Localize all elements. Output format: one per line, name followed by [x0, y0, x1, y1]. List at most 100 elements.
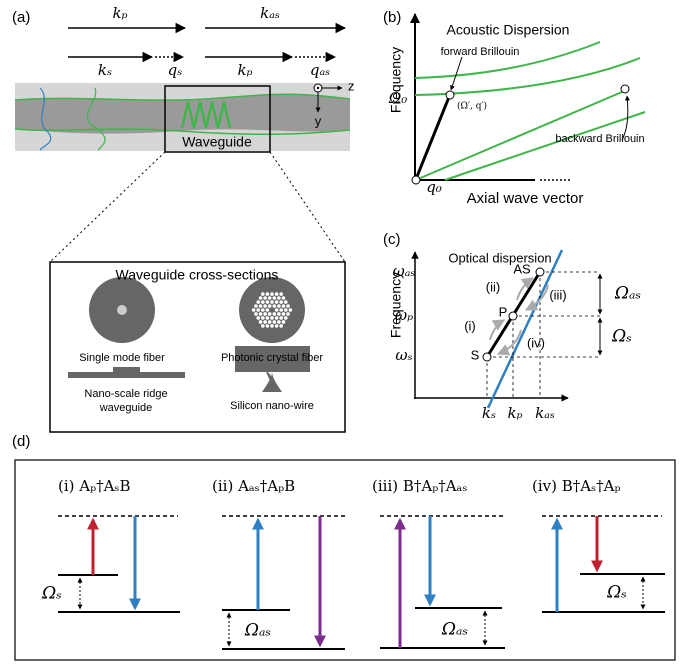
panel-c: (c) Frequency Optical dispersion ωₐₛ ωₚ …: [383, 231, 641, 422]
axes: [414, 252, 568, 399]
air-hole: [275, 324, 279, 328]
point: [509, 312, 517, 320]
panel-label: (c): [383, 231, 401, 248]
cross-section-inset-part: [239, 277, 305, 343]
air-hole: [268, 320, 272, 324]
air-hole: [270, 316, 274, 320]
point-label: S: [471, 347, 480, 362]
k-label: kₚ: [507, 404, 522, 422]
wavevector-arrows: [68, 28, 345, 57]
air-hole: [268, 312, 272, 316]
air-hole: [256, 300, 260, 304]
levels: [58, 516, 665, 649]
air-hole: [261, 308, 265, 312]
air-hole: [273, 312, 277, 316]
omega-label: ωₐₛ: [393, 262, 416, 280]
air-hole: [284, 316, 288, 320]
panel-d: (d) (i) Aₚ†AₛB (ii) Aₐₛ†AₚB (iii) B†Aₚ†A…: [12, 433, 675, 660]
waveguide-sketch-part-part: [50, 152, 165, 262]
air-hole: [277, 312, 281, 316]
air-hole: [275, 292, 279, 296]
process-title: (iv) B†Aₛ†Aₚ: [532, 477, 620, 495]
air-hole: [273, 320, 277, 324]
annotation: backward Brillouin: [555, 133, 644, 145]
axis-label: z: [348, 78, 355, 93]
air-hole: [263, 296, 267, 300]
air-hole: [259, 296, 263, 300]
panel-title: Acoustic Dispersion: [447, 22, 570, 38]
panel-label: (b): [383, 9, 401, 26]
fiber-label: Single mode fiber: [79, 352, 165, 364]
air-hole: [266, 292, 270, 296]
air-hole: [279, 300, 283, 304]
air-hole: [266, 308, 270, 312]
inset-title: Waveguide cross-sections: [116, 267, 279, 283]
air-hole: [263, 304, 267, 308]
air-hole: [282, 312, 286, 316]
panel-label: (a): [12, 9, 30, 26]
air-hole: [256, 308, 260, 312]
figure: (a) kₚ kₐₛ kₛ qₛ kₚ qₐₛ z y Waveguide Wa…: [0, 0, 693, 664]
dispersion-curves: [415, 42, 645, 180]
dispersion-curves-part: [445, 112, 645, 180]
air-hole: [266, 300, 270, 304]
air-hole: [286, 304, 290, 308]
air-hole: [261, 316, 265, 320]
air-hole: [275, 316, 279, 320]
pointer: [451, 57, 462, 90]
gap-label: Ωₛ: [41, 584, 62, 604]
air-hole: [252, 308, 256, 312]
waveguide-sketch-part: [50, 152, 345, 262]
air-hole: [279, 324, 283, 328]
process-arrows-part: [490, 320, 504, 340]
fiber-label: Photonic crystal fiber: [221, 352, 323, 364]
air-hole: [266, 324, 270, 328]
point: [536, 268, 544, 276]
air-hole: [282, 320, 286, 324]
k-label: kₚ: [112, 4, 127, 22]
waveguide-sketch: [15, 83, 350, 262]
air-hole: [261, 300, 265, 304]
q-label: q₀: [426, 178, 442, 196]
air-hole: [275, 308, 279, 312]
panel-title: Optical dispersion: [448, 250, 551, 265]
point-label: P: [499, 304, 508, 319]
axis-label: y: [315, 113, 322, 128]
point-label: AS: [513, 261, 531, 276]
air-hole: [273, 304, 277, 308]
air-hole: [259, 320, 263, 324]
air-hole: [286, 312, 290, 316]
k-label: kₚ: [237, 61, 252, 79]
air-hole: [270, 324, 274, 328]
process-label: (iv): [527, 335, 545, 350]
omega-label: Ω₀: [388, 89, 407, 107]
point: [446, 91, 454, 99]
air-hole: [284, 308, 288, 312]
point: [621, 85, 629, 93]
k-label: kₛ: [98, 61, 112, 79]
axis-title: Axial wave vector: [467, 190, 584, 207]
air-hole: [275, 300, 279, 304]
gap-label: Ωₐₛ: [614, 284, 641, 304]
air-hole: [282, 304, 286, 308]
process-label: (i): [464, 318, 476, 333]
point: [412, 176, 420, 184]
air-hole: [277, 296, 281, 300]
air-hole: [284, 300, 288, 304]
axes: [414, 14, 570, 181]
air-hole: [256, 316, 260, 320]
ridge-label: Nano-scale ridge: [84, 388, 167, 400]
air-hole: [261, 292, 265, 296]
k-label: kₐₛ: [260, 4, 280, 22]
process-title: (i) Aₚ†AₛB: [58, 477, 131, 495]
page: {"panel_a":{"label":"(a)","k_p_top":"kₚ"…: [0, 0, 693, 664]
air-hole: [279, 308, 283, 312]
air-hole: [289, 308, 293, 312]
panel-a: (a) kₚ kₐₛ kₛ qₛ kₚ qₐₛ z y Waveguide Wa…: [12, 4, 355, 432]
air-hole: [263, 312, 267, 316]
annotation: forward Brillouin: [441, 46, 520, 58]
cross-section-inset-part: [117, 305, 127, 315]
air-hole: [254, 312, 258, 316]
axis-title: Frequency: [388, 272, 404, 338]
panel-b: (b) Frequency Axial wave vector Ω₀ q₀ Ac…: [383, 9, 645, 207]
